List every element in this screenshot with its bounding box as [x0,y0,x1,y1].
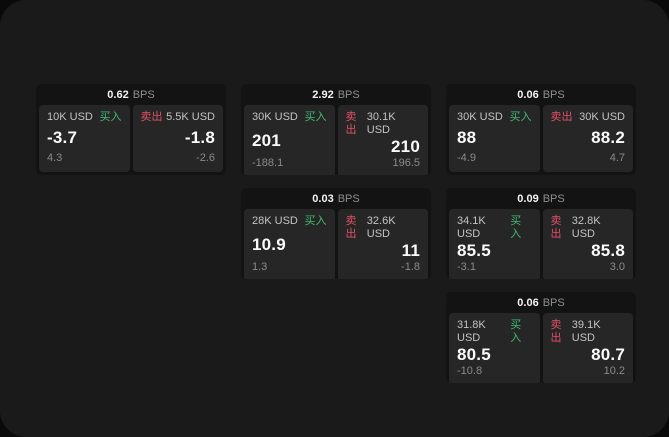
sell-change: 10.2 [603,365,625,377]
buy-panel[interactable]: 34.1K USD 买入 85.5 -3.1 [449,209,540,279]
quote-card: 0.06 BPS 31.8K USD 买入 80.5 -10.8 卖出 39.1… [446,292,636,383]
buy-change: -10.8 [457,365,483,377]
sell-panel[interactable]: 卖出 30K USD 88.2 4.7 [542,105,633,172]
buy-size: 30K USD [457,111,503,123]
buy-label: 买入 [510,215,522,240]
quote-card: 0.62 BPS 10K USD 买入 -3.7 4.3 卖出 5.5K USD [36,84,226,175]
buy-size: 34.1K USD [457,215,486,240]
sell-label: 卖出 [550,111,573,123]
buy-size: 10K USD [47,111,93,123]
buy-size: 31.8K USD [457,319,486,344]
sell-price: 210 [391,137,420,156]
sell-panel[interactable]: 卖出 5.5K USD -1.8 -2.6 [132,105,223,172]
sell-change: -1.8 [401,261,420,273]
sell-change: 4.7 [609,152,625,164]
sell-size: 39.1K USD [571,319,601,344]
sell-label: 卖出 [550,319,562,344]
card-body: 34.1K USD 买入 85.5 -3.1 卖出 32.8K USD 85.8… [446,209,636,279]
buy-change: -188.1 [252,157,284,169]
quote-card: 0.03 BPS 28K USD 买入 10.9 1.3 卖出 32.6K US… [241,188,431,279]
sell-size: 30.1K USD [366,111,396,136]
sell-label: 卖出 [345,111,357,136]
card-header: 0.06 BPS [446,84,636,105]
quote-card: 0.09 BPS 34.1K USD 买入 85.5 -3.1 卖出 32.8K… [446,188,636,279]
buy-panel[interactable]: 10K USD 买入 -3.7 4.3 [39,105,130,172]
bps-value: 0.03 [312,192,334,205]
bps-value: 0.06 [517,296,539,309]
card-header: 2.92 BPS [241,84,431,105]
buy-panel[interactable]: 28K USD 买入 10.9 1.3 [244,209,335,279]
card-header: 0.09 BPS [446,188,636,209]
bps-unit-label: BPS [337,88,360,101]
sell-panel[interactable]: 卖出 30.1K USD 210 196.5 [337,105,428,175]
card-body: 30K USD 买入 88 -4.9 卖出 30K USD 88.2 4.7 [446,105,636,175]
sell-price: 11 [401,241,420,260]
bps-unit-label: BPS [542,296,565,309]
sell-label: 卖出 [140,111,163,123]
card-header: 0.03 BPS [241,188,431,209]
sell-price: 88.2 [591,128,625,147]
sell-change: 3.0 [609,261,625,273]
buy-change: 4.3 [47,152,63,164]
buy-price: -3.7 [47,128,78,147]
quote-card: 2.92 BPS 30K USD 买入 201 -188.1 卖出 30.1K … [241,84,431,175]
sell-price: 80.7 [591,345,625,364]
sell-size: 30K USD [579,111,625,123]
buy-panel[interactable]: 30K USD 买入 201 -188.1 [244,105,335,175]
buy-label: 买入 [304,215,327,227]
sell-label: 卖出 [345,215,357,240]
sell-size: 5.5K USD [166,111,215,123]
sell-panel[interactable]: 卖出 32.6K USD 11 -1.8 [337,209,428,279]
bps-unit-label: BPS [542,192,565,205]
buy-size: 28K USD [252,215,298,227]
buy-label: 买入 [304,111,327,123]
buy-label: 买入 [509,111,532,123]
buy-size: 30K USD [252,111,298,123]
bps-value: 0.09 [517,192,539,205]
buy-price: 201 [252,130,281,150]
buy-label: 买入 [99,111,122,123]
buy-panel[interactable]: 31.8K USD 买入 80.5 -10.8 [449,313,540,383]
sell-panel[interactable]: 卖出 39.1K USD 80.7 10.2 [542,313,633,383]
bps-unit-label: BPS [337,192,360,205]
sell-change: 196.5 [392,157,420,169]
card-header: 0.06 BPS [446,292,636,313]
sell-label: 卖出 [550,215,562,240]
sell-size: 32.8K USD [571,215,601,240]
sell-change: -2.6 [196,152,215,164]
buy-price: 10.9 [252,234,286,254]
card-body: 31.8K USD 买入 80.5 -10.8 卖出 39.1K USD 80.… [446,313,636,383]
buy-panel[interactable]: 30K USD 买入 88 -4.9 [449,105,540,172]
buy-price: 80.5 [457,345,491,364]
card-body: 10K USD 买入 -3.7 4.3 卖出 5.5K USD -1.8 -2.… [36,105,226,175]
card-body: 30K USD 买入 201 -188.1 卖出 30.1K USD 210 1… [241,105,431,175]
card-body: 28K USD 买入 10.9 1.3 卖出 32.6K USD 11 -1.8 [241,209,431,279]
card-header: 0.62 BPS [36,84,226,105]
bps-unit-label: BPS [542,88,565,101]
buy-change: -3.1 [457,261,476,273]
sell-panel[interactable]: 卖出 32.8K USD 85.8 3.0 [542,209,633,279]
buy-label: 买入 [510,319,522,344]
bps-value: 2.92 [312,88,334,101]
sell-size: 32.6K USD [366,215,396,240]
buy-change: 1.3 [252,261,268,273]
buy-price: 85.5 [457,241,491,260]
quote-cards-grid: 0.62 BPS 10K USD 买入 -3.7 4.3 卖出 5.5K USD [36,84,636,383]
sell-price: 85.8 [591,241,625,260]
bps-value: 0.62 [107,88,129,101]
bps-value: 0.06 [517,88,539,101]
quote-card: 0.06 BPS 30K USD 买入 88 -4.9 卖出 30K USD [446,84,636,175]
buy-change: -4.9 [457,152,476,164]
bps-unit-label: BPS [132,88,155,101]
buy-price: 88 [457,128,477,147]
sell-price: -1.8 [184,128,215,147]
